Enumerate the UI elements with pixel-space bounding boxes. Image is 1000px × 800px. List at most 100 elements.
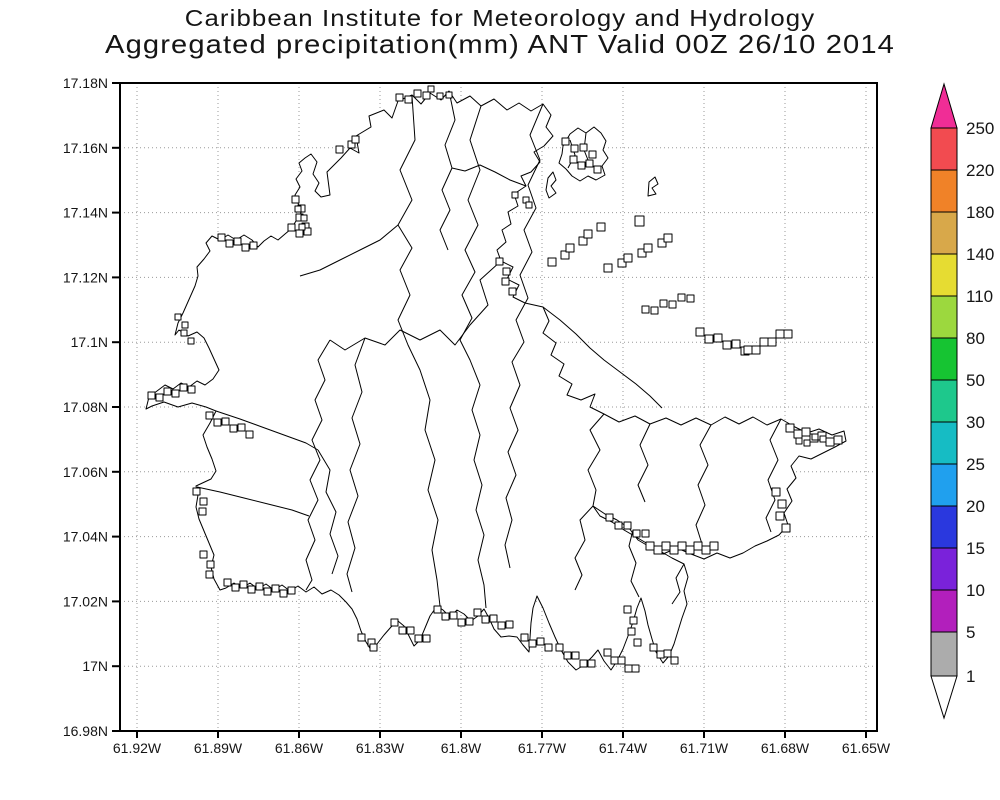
- colorbar-segment: [930, 547, 958, 591]
- coastal-cell: [449, 611, 458, 620]
- coastal-cell: [795, 437, 803, 445]
- coastal-cell: [781, 523, 791, 533]
- watershed-boundary: [451, 164, 527, 187]
- colorbar-label: 30: [966, 413, 985, 432]
- colorbar-segment: [930, 589, 958, 633]
- coastal-cell: [579, 143, 588, 152]
- coastal-cell: [605, 513, 614, 522]
- colorbar-label: 50: [966, 371, 985, 390]
- coastal-cell: [298, 223, 306, 231]
- coastal-cell: [571, 651, 580, 660]
- coastal-cell: [237, 423, 246, 432]
- coastal-cell: [433, 605, 442, 614]
- coastal-cell: [205, 570, 214, 579]
- watershed-boundary: [439, 90, 456, 251]
- coastal-cell: [508, 287, 517, 296]
- coastal-cell: [801, 427, 811, 437]
- coastal-cell: [803, 439, 811, 447]
- coastal-cell: [171, 389, 180, 398]
- coastal-cell: [192, 487, 201, 496]
- coastal-cell: [245, 430, 254, 439]
- colorbar-label: 180: [966, 203, 994, 222]
- colorbar-label: 250: [966, 119, 994, 138]
- coastal-cell: [520, 633, 529, 642]
- coastal-cell: [759, 337, 769, 347]
- watershed-boundary: [317, 449, 339, 575]
- coastal-cell: [233, 237, 242, 246]
- coastal-cell: [623, 605, 632, 614]
- watershed-boundary: [628, 529, 640, 598]
- colorbar-up-arrow: [930, 82, 958, 129]
- watershed-boundary: [574, 505, 594, 591]
- institution-title: Caribbean Institute for Meteorology and …: [184, 5, 816, 31]
- coastal-cell: [187, 337, 195, 345]
- lat-tick-label: 16.98N: [63, 723, 108, 739]
- coastal-cell: [255, 582, 264, 591]
- coastal-cell: [833, 435, 843, 445]
- colorbar-label: 15: [966, 539, 985, 558]
- coastal-cell: [263, 587, 272, 596]
- colorbar-label: 10: [966, 581, 985, 600]
- lat-tick-label: 17.02N: [63, 593, 108, 609]
- coastal-cell: [279, 589, 288, 598]
- watershed-boundary: [504, 103, 544, 569]
- coastal-cell: [585, 159, 594, 168]
- coastal-cell: [627, 627, 636, 636]
- coastal-cell: [231, 583, 240, 592]
- coastal-cell: [577, 161, 586, 170]
- colorbar: 250 220 180 140 110 80 50 30 25 20 15 10 5 1: [930, 82, 994, 720]
- coastal-cell: [511, 191, 519, 199]
- watershed-boundary: [695, 424, 712, 545]
- coastal-cell: [819, 435, 827, 443]
- coastal-cell: [544, 643, 553, 652]
- coastal-cell: [555, 643, 564, 652]
- coastal-cell: [294, 205, 302, 213]
- lon-tick-label: 61.83W: [356, 740, 405, 756]
- coastal-cell: [560, 250, 570, 260]
- coastal-cell: [436, 92, 444, 100]
- coastal-cell: [563, 651, 572, 660]
- colorbar-label: 80: [966, 329, 985, 348]
- watershed-boundary: [542, 306, 663, 409]
- coastal-cell: [623, 521, 632, 530]
- coastal-cell: [395, 93, 404, 102]
- lon-tick-label: 61.86W: [275, 740, 324, 756]
- coastal-cell: [596, 222, 606, 232]
- coastal-cell: [187, 385, 196, 394]
- lat-tick-label: 17N: [82, 658, 108, 674]
- coastal-cell: [670, 656, 679, 665]
- lon-tick-label: 61.68W: [761, 740, 810, 756]
- coastal-cell: [811, 433, 819, 441]
- coastal-cell: [390, 618, 399, 627]
- coastal-cell: [528, 639, 537, 648]
- coastal-cell: [643, 243, 653, 253]
- coastal-cell: [783, 329, 793, 339]
- colorbar-label: 140: [966, 245, 994, 264]
- watershed-boundary: [637, 423, 651, 503]
- coastal-cell: [731, 339, 741, 349]
- coastal-cell: [303, 227, 312, 236]
- coastal-cell: [221, 417, 230, 426]
- coastal-cell: [661, 541, 671, 551]
- lon-tick-label: 61.92W: [113, 740, 162, 756]
- coastal-cell: [445, 91, 453, 99]
- lat-tick-label: 17.04N: [63, 529, 108, 545]
- coastal-cell: [677, 293, 686, 302]
- coastal-cell: [406, 626, 415, 635]
- coastal-cell: [669, 545, 679, 555]
- lon-tick-label: 61.89W: [194, 740, 243, 756]
- coastal-cell: [413, 89, 422, 98]
- coastal-cell: [441, 612, 450, 621]
- watershed-boundary: [305, 339, 331, 591]
- coastal-cell: [587, 659, 596, 668]
- coastal-cell: [637, 248, 647, 258]
- coastal-cell: [641, 529, 650, 538]
- coastal-cell: [610, 656, 619, 665]
- lon-tick-label: 61.74W: [599, 740, 648, 756]
- coastal-cell: [155, 393, 164, 402]
- coastal-cell: [465, 617, 474, 626]
- plot-box-border: [119, 82, 878, 732]
- coastal-cell: [287, 586, 296, 595]
- coastal-cell: [398, 626, 407, 635]
